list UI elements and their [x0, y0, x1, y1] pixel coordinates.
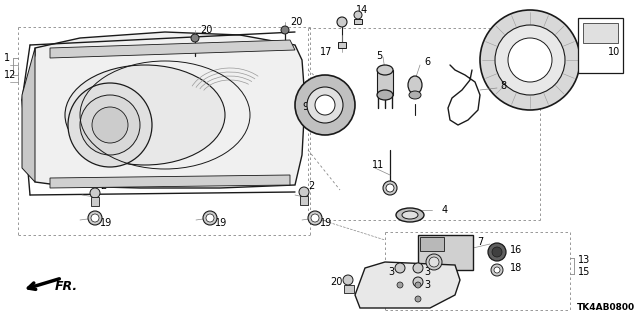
Circle shape: [191, 34, 199, 42]
Polygon shape: [50, 40, 295, 58]
Bar: [344, 285, 354, 293]
Circle shape: [206, 214, 214, 222]
Text: 11: 11: [372, 160, 384, 170]
Circle shape: [203, 211, 217, 225]
Bar: [420, 237, 444, 251]
Text: 20: 20: [290, 17, 302, 27]
Text: TK4AB0800: TK4AB0800: [577, 303, 635, 312]
Text: 6: 6: [424, 57, 430, 67]
Text: 4: 4: [442, 205, 448, 215]
Text: 3: 3: [424, 280, 430, 290]
Circle shape: [281, 26, 289, 34]
Circle shape: [426, 254, 442, 270]
Ellipse shape: [409, 91, 421, 99]
Circle shape: [491, 264, 503, 276]
Text: 15: 15: [578, 267, 590, 277]
Bar: [418, 235, 473, 270]
Bar: [338, 42, 346, 48]
Circle shape: [494, 267, 500, 273]
Text: 8: 8: [500, 81, 506, 91]
Bar: [578, 18, 623, 73]
Circle shape: [80, 95, 140, 155]
Circle shape: [495, 25, 565, 95]
Bar: [300, 196, 308, 205]
Bar: [583, 23, 618, 43]
Circle shape: [413, 263, 423, 273]
Circle shape: [354, 11, 362, 19]
Polygon shape: [22, 48, 35, 182]
Text: 17: 17: [320, 47, 332, 57]
Text: 5: 5: [376, 51, 382, 61]
Text: 3: 3: [388, 267, 394, 277]
Text: 1: 1: [4, 53, 10, 63]
Text: 10: 10: [608, 47, 620, 57]
Ellipse shape: [402, 211, 418, 219]
Polygon shape: [377, 70, 393, 95]
Circle shape: [383, 181, 397, 195]
Circle shape: [429, 257, 439, 267]
Ellipse shape: [65, 65, 225, 165]
Text: 3: 3: [424, 267, 430, 277]
Text: 2: 2: [308, 181, 314, 191]
Text: 16: 16: [510, 245, 522, 255]
Polygon shape: [26, 32, 305, 188]
Text: 19: 19: [100, 218, 112, 228]
Text: 20: 20: [330, 277, 342, 287]
Circle shape: [413, 277, 423, 287]
Text: 20: 20: [200, 25, 212, 35]
Circle shape: [343, 275, 353, 285]
Circle shape: [311, 214, 319, 222]
Circle shape: [492, 247, 502, 257]
Text: 19: 19: [320, 218, 332, 228]
Text: 13: 13: [578, 255, 590, 265]
Text: 2: 2: [100, 181, 106, 191]
Circle shape: [307, 87, 343, 123]
Circle shape: [415, 282, 421, 288]
Text: 7: 7: [477, 237, 483, 247]
Polygon shape: [355, 262, 460, 308]
Circle shape: [480, 10, 580, 110]
Circle shape: [92, 107, 128, 143]
Text: 14: 14: [356, 5, 368, 15]
Text: 12: 12: [4, 70, 17, 80]
Circle shape: [91, 214, 99, 222]
Circle shape: [68, 83, 152, 167]
Circle shape: [90, 188, 100, 198]
Circle shape: [308, 211, 322, 225]
Polygon shape: [50, 175, 290, 188]
Text: 18: 18: [510, 263, 522, 273]
Circle shape: [299, 187, 309, 197]
Ellipse shape: [377, 90, 393, 100]
Circle shape: [88, 211, 102, 225]
Circle shape: [295, 75, 355, 135]
Circle shape: [315, 95, 335, 115]
Ellipse shape: [396, 208, 424, 222]
Text: 9: 9: [302, 102, 308, 112]
Circle shape: [337, 17, 347, 27]
Circle shape: [386, 184, 394, 192]
Bar: [91, 197, 99, 206]
Circle shape: [397, 282, 403, 288]
Circle shape: [395, 263, 405, 273]
Ellipse shape: [408, 76, 422, 94]
Circle shape: [415, 296, 421, 302]
Text: 19: 19: [215, 218, 227, 228]
Ellipse shape: [377, 65, 393, 75]
Circle shape: [488, 243, 506, 261]
Text: FR.: FR.: [55, 279, 78, 292]
Bar: [354, 19, 362, 24]
Circle shape: [508, 38, 552, 82]
